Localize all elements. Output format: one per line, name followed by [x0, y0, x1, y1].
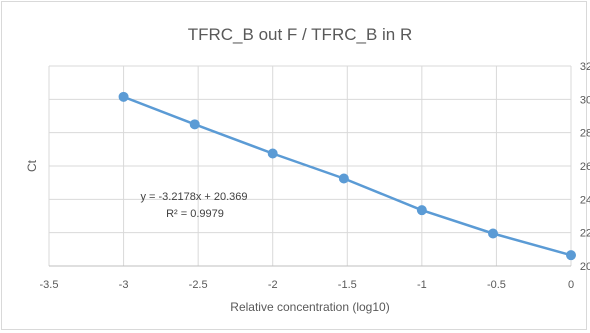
x-tick-label: -3.5 — [40, 279, 59, 291]
x-axis-label: Relative concentration (log10) — [230, 300, 389, 314]
data-point — [267, 148, 278, 159]
x-tick-label: -2.5 — [189, 279, 208, 291]
y-tick-label: 26 — [580, 161, 590, 173]
x-tick-label: -2 — [268, 279, 278, 291]
data-point — [566, 250, 576, 261]
y-tick-labels: 20 22 24 26 28 30 32 — [580, 61, 590, 273]
y-tick-label: 30 — [580, 94, 590, 106]
x-tick-labels: -3.5 -3 -2.5 -2 -1.5 -1 -0.5 0 — [40, 279, 575, 291]
y-axis-label: Ct — [25, 159, 39, 172]
y-tick-label: 22 — [580, 228, 590, 240]
data-point — [118, 91, 129, 102]
data-point — [338, 173, 349, 184]
trendline-equation: y = -3.2178x + 20.369 — [140, 191, 247, 203]
r-squared-label: R² = 0.9979 — [166, 208, 224, 220]
x-tick-label: -1.5 — [338, 279, 357, 291]
y-tick-label: 20 — [580, 261, 590, 273]
data-point — [488, 228, 499, 239]
data-point — [416, 205, 427, 216]
data-point — [189, 119, 200, 130]
x-tick-label: 0 — [568, 279, 574, 291]
y-tick-label: 32 — [580, 61, 590, 73]
y-tick-label: 24 — [580, 194, 590, 206]
chart-title: TFRC_B out F / TFRC_B in R — [188, 25, 413, 44]
data-series — [118, 91, 576, 261]
y-tick-label: 28 — [580, 128, 590, 140]
x-tick-label: -0.5 — [487, 279, 506, 291]
x-tick-label: -1 — [417, 279, 427, 291]
x-tick-label: -3 — [119, 279, 129, 291]
